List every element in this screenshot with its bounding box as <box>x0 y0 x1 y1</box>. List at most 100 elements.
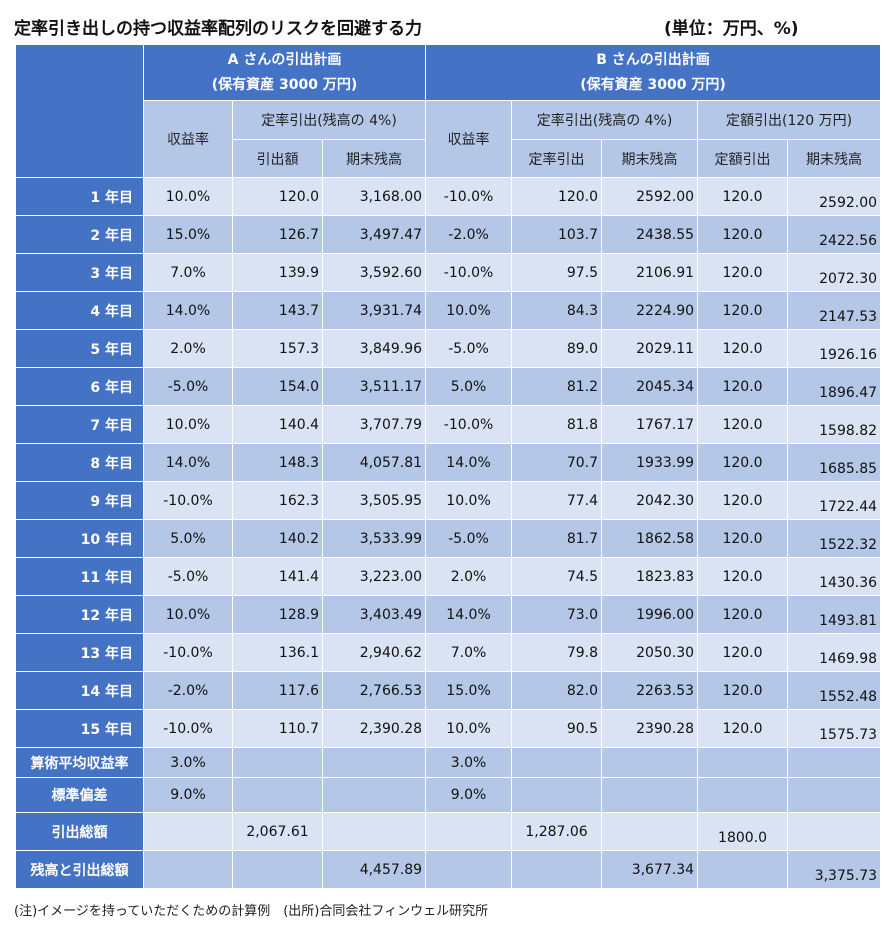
a-return-cell: -10.0% <box>143 709 233 748</box>
total-b-amount: 1800.0 <box>697 812 789 851</box>
a-withdrawal-cell: 117.6 <box>232 671 323 710</box>
a-balance-cell: 3,403.49 <box>321 595 427 634</box>
a-balance-header: 期末残高 <box>321 139 427 178</box>
table-row: 3 年目 7.0% 139.9 3,592.60 -10.0% 97.5 2106.91 12… <box>15 253 882 292</box>
a-withdrawal-cell: 148.3 <box>232 443 323 482</box>
a-return-cell: -2.0% <box>143 671 233 710</box>
b-amount-balance-cell: 2592.00 <box>787 177 882 216</box>
year-label: 5 年目 <box>15 329 144 368</box>
b-return-cell: 7.0% <box>425 633 513 672</box>
a-withdrawal-cell: 120.0 <box>232 177 323 216</box>
empty-cell <box>321 777 427 813</box>
b-rate-balance-cell: 2106.91 <box>601 253 699 292</box>
b-rate-withdrawal-cell: 77.4 <box>511 481 603 520</box>
balance-total-b-amount: 3,375.73 <box>787 850 882 889</box>
b-return-cell: 5.0% <box>425 367 513 406</box>
b-amount-withdrawal-cell: 120.0 <box>697 367 789 406</box>
b-rate-withdrawal-cell: 81.2 <box>511 367 603 406</box>
b-amount-balance-cell: 1722.44 <box>787 481 882 520</box>
withdrawal-table: A さんの引出計画 (保有資産 3000 万円) B さんの引出計画 (保有資産… <box>15 44 882 889</box>
b-rate-balance-cell: 2592.00 <box>601 177 699 216</box>
a-balance-cell: 3,931.74 <box>321 291 427 330</box>
b-amount-withdrawal-cell: 120.0 <box>697 595 789 634</box>
footnote: (注)イメージを持っていただくための計算例 (出所)合同会社フィンウェル研究所 <box>14 904 489 919</box>
b-rate-balance-cell: 1823.83 <box>601 557 699 596</box>
total-label: 引出総額 <box>15 812 144 851</box>
b-rate-balance-cell: 2390.28 <box>601 709 699 748</box>
b-amount-withdrawal-cell: 120.0 <box>697 329 789 368</box>
year-label: 12 年目 <box>15 595 144 634</box>
a-withdrawal-cell: 141.4 <box>232 557 323 596</box>
a-return-cell: -5.0% <box>143 367 233 406</box>
a-withdrawal-cell: 140.4 <box>232 405 323 444</box>
year-label: 13 年目 <box>15 633 144 672</box>
empty-cell <box>787 777 882 813</box>
b-amount-withdrawal-header: 定額引出 <box>697 139 789 178</box>
empty-cell <box>425 850 513 889</box>
b-amount-withdrawal-cell: 120.0 <box>697 443 789 482</box>
empty-cell <box>697 747 789 778</box>
a-withdrawal-cell: 126.7 <box>232 215 323 254</box>
b-return-cell: -10.0% <box>425 253 513 292</box>
b-rate-balance-cell: 2042.30 <box>601 481 699 520</box>
total-b-rate: 1,287.06 <box>511 812 603 851</box>
table-row: 13 年目 -10.0% 136.1 2,940.62 7.0% 79.8 2050.30 1… <box>15 633 882 672</box>
a-fixed-rate-header: 定率引出(残高の 4%) <box>231 100 427 140</box>
balance-total-label: 残高と引出総額 <box>15 850 144 889</box>
b-amount-withdrawal-cell: 120.0 <box>697 481 789 520</box>
table-row: 15 年目 -10.0% 110.7 2,390.28 10.0% 90.5 2390.28… <box>15 709 882 748</box>
a-withdrawal-cell: 136.1 <box>232 633 323 672</box>
a-balance-cell: 3,505.95 <box>321 481 427 520</box>
balance-total-b-rate: 3,677.34 <box>601 850 699 889</box>
empty-cell <box>321 747 427 778</box>
empty-cell <box>511 850 603 889</box>
year-label: 2 年目 <box>15 215 144 254</box>
b-rate-withdrawal-cell: 90.5 <box>511 709 603 748</box>
year-label: 9 年目 <box>15 481 144 520</box>
empty-cell <box>143 850 233 889</box>
b-return-cell: -5.0% <box>425 519 513 558</box>
table-row: 4 年目 14.0% 143.7 3,931.74 10.0% 84.3 2224.90 12… <box>15 291 882 330</box>
b-rate-withdrawal-header: 定率引出 <box>511 139 603 178</box>
a-balance-cell: 3,707.79 <box>321 405 427 444</box>
b-rate-withdrawal-cell: 73.0 <box>511 595 603 634</box>
a-balance-cell: 3,223.00 <box>321 557 427 596</box>
a-return-cell: 14.0% <box>143 291 233 330</box>
a-withdrawal-cell: 128.9 <box>232 595 323 634</box>
b-amount-balance-cell: 1552.48 <box>787 671 882 710</box>
empty-cell <box>787 812 882 851</box>
a-withdrawal-header: 引出額 <box>232 139 323 178</box>
b-rate-balance-cell: 2224.90 <box>601 291 699 330</box>
year-label: 1 年目 <box>15 177 144 216</box>
a-balance-cell: 2,940.62 <box>321 633 427 672</box>
b-rate-balance-cell: 2438.55 <box>601 215 699 254</box>
table-body: 1 年目 10.0% 120.0 3,168.00 -10.0% 120.0 2592.00… <box>15 177 882 748</box>
mean-label: 算術平均収益率 <box>15 747 144 778</box>
plan-a-title: A さんの引出計画 <box>227 51 342 68</box>
b-amount-withdrawal-cell: 120.0 <box>697 557 789 596</box>
plan-a-header: A さんの引出計画 (保有資産 3000 万円) <box>142 44 427 101</box>
plan-b-assets: (保有資産 3000 万円) <box>580 76 726 93</box>
a-return-cell: 15.0% <box>143 215 233 254</box>
b-return-cell: 14.0% <box>425 595 513 634</box>
empty-cell <box>601 777 699 813</box>
empty-cell <box>143 812 233 851</box>
empty-cell <box>601 812 699 851</box>
b-amount-balance-cell: 2422.56 <box>787 215 882 254</box>
empty-cell <box>321 812 427 851</box>
b-return-cell: 10.0% <box>425 709 513 748</box>
empty-cell <box>232 747 323 778</box>
a-balance-cell: 3,533.99 <box>321 519 427 558</box>
empty-cell <box>232 850 323 889</box>
b-amount-balance-cell: 1896.47 <box>787 367 882 406</box>
b-rate-withdrawal-cell: 97.5 <box>511 253 603 292</box>
b-rate-withdrawal-cell: 70.7 <box>511 443 603 482</box>
empty-cell <box>787 747 882 778</box>
b-amount-balance-cell: 1685.85 <box>787 443 882 482</box>
b-rate-balance-cell: 2050.30 <box>601 633 699 672</box>
b-amount-withdrawal-cell: 120.0 <box>697 405 789 444</box>
b-rate-withdrawal-cell: 82.0 <box>511 671 603 710</box>
plan-b-title: B さんの引出計画 <box>596 51 710 68</box>
b-amount-withdrawal-cell: 120.0 <box>697 253 789 292</box>
year-label: 6 年目 <box>15 367 144 406</box>
